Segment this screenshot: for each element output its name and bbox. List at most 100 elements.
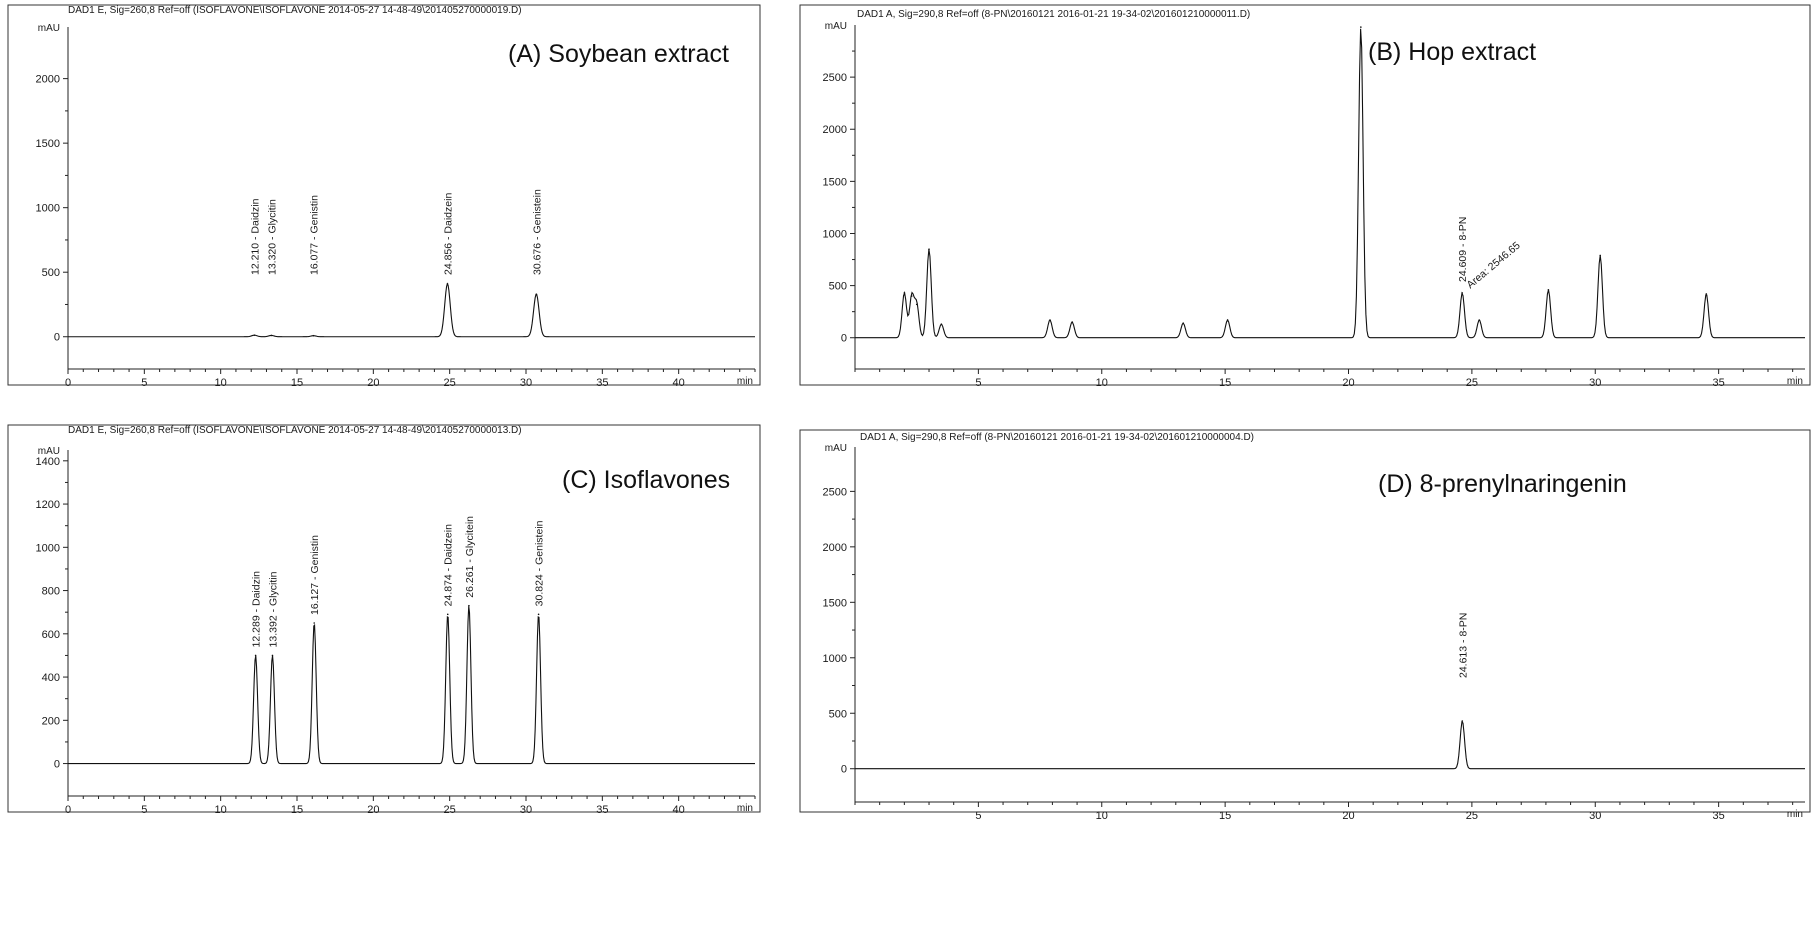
peak-apex [446, 283, 449, 285]
x-tick-label: 5 [141, 804, 147, 816]
x-tick-label: 15 [291, 377, 303, 389]
chart-header: DAD1 A, Sig=290,8 Ref=off (8-PN\20160121… [857, 9, 1251, 20]
y-axis-label: mAU [825, 443, 847, 454]
y-tick-label: 2000 [823, 124, 847, 136]
peak-apex [903, 292, 906, 294]
peak-label: 24.609 - 8-PN [1457, 217, 1469, 282]
y-tick-label: 2500 [823, 72, 847, 84]
x-tick-label: 20 [1342, 377, 1354, 389]
y-axis-label: mAU [38, 446, 60, 457]
y-tick-label: 1200 [36, 499, 60, 511]
x-tick-label: 10 [215, 804, 227, 816]
chart-panel-isoflavones: DAD1 E, Sig=260,8 Ref=off (ISOFLAVONE\IS… [0, 420, 770, 840]
x-tick-label: 35 [1713, 810, 1725, 822]
x-axis-label: min [737, 376, 753, 387]
y-tick-label: 500 [829, 708, 847, 720]
y-tick-label: 1000 [36, 542, 60, 554]
peak-apex [270, 334, 273, 337]
y-tick-label: 1500 [823, 597, 847, 609]
x-tick-label: 35 [1713, 377, 1725, 389]
y-axis-label: mAU [825, 21, 847, 32]
chromatogram-trace [855, 28, 1805, 339]
peak-label: 13.392 - Glycitin [267, 571, 279, 647]
peak-apex [312, 334, 315, 337]
peak-apex [1461, 720, 1464, 722]
peak-label: 24.856 - Daidzein [442, 193, 454, 275]
chart-header: DAD1 A, Sig=290,8 Ref=off (8-PN\20160121… [860, 432, 1254, 443]
x-tick-label: 15 [291, 804, 303, 816]
chart-title: (B) Hop extract [1368, 38, 1537, 66]
peak-label: 24.874 - Daidzein [443, 524, 455, 606]
chart-title: (C) Isoflavones [562, 466, 731, 494]
peak-label: 16.127 - Genistin [309, 535, 321, 615]
peak-label: 30.824 - Genistein [534, 520, 546, 606]
x-tick-label: 5 [975, 810, 981, 822]
peak-area-annotation: Area: 2546.65 [1464, 240, 1522, 292]
x-tick-label: 20 [367, 377, 379, 389]
peak-apex [537, 613, 540, 616]
peak-apex [1071, 321, 1073, 323]
x-tick-label: 40 [673, 377, 685, 389]
chart-frame [7, 424, 761, 813]
y-axis-label: mAU [38, 23, 60, 34]
y-tick-label: 1400 [36, 456, 60, 468]
chromatogram-trace [68, 606, 755, 765]
x-tick-label: 20 [1342, 810, 1354, 822]
peak-label: 13.320 - Glycitin [266, 199, 278, 275]
peak-apex [1182, 322, 1184, 324]
chart-frame [799, 4, 1811, 386]
y-tick-label: 500 [829, 281, 847, 293]
peak-apex [928, 248, 930, 250]
y-tick-label: 0 [841, 333, 847, 345]
x-tick-label: 30 [520, 804, 532, 816]
x-tick-label: 10 [1096, 810, 1108, 822]
y-tick-label: 500 [42, 267, 60, 279]
chart-frame [799, 429, 1811, 813]
chart-title: (D) 8-prenylnaringenin [1378, 470, 1627, 498]
y-tick-label: 2000 [36, 74, 60, 86]
peak-apex [446, 613, 449, 616]
x-tick-label: 30 [520, 377, 532, 389]
y-tick-label: 1000 [823, 653, 847, 665]
peak-label: 16.077 - Genistin [308, 195, 320, 275]
chart-header: DAD1 E, Sig=260,8 Ref=off (ISOFLAVONE\IS… [68, 5, 522, 16]
peak-apex [535, 293, 538, 295]
chromatogram-8-prenylnaringenin: mAU 0 500 1000 1500 2000 2500 5 10 15 20 25 30 35 min 2… [799, 429, 1811, 822]
chromatogram-soybean: mAU 0 500 1000 1500 2000 0 5 10 15 20 25 30 35 40 min 12… [7, 4, 761, 389]
peak-apex [1599, 254, 1601, 257]
peak-apex [1461, 292, 1464, 294]
peak-apex [910, 295, 913, 297]
chart-frame [7, 4, 761, 386]
y-tick-label: 0 [54, 759, 60, 771]
x-tick-label: 0 [65, 804, 71, 816]
y-tick-label: 1000 [36, 203, 60, 215]
peak-apex [1360, 26, 1362, 28]
x-tick-label: 10 [1096, 377, 1108, 389]
peak-label: 12.210 - Daidzin [249, 198, 261, 275]
y-tick-label: 800 [42, 586, 60, 598]
x-tick-label: 25 [1466, 377, 1478, 389]
chart-panel-soybean: DAD1 E, Sig=260,8 Ref=off (ISOFLAVONE\IS… [0, 0, 770, 390]
x-tick-label: 10 [215, 377, 227, 389]
x-tick-label: 25 [1466, 810, 1478, 822]
x-tick-label: 40 [673, 804, 685, 816]
x-tick-label: 15 [1219, 810, 1231, 822]
chromatogram-isoflavones: mAU 0 200 400 600 800 1000 1200 1400 0 5 10 15 20 25 30… [7, 424, 761, 816]
peak-apex [1705, 293, 1708, 295]
x-tick-label: 15 [1219, 377, 1231, 389]
x-tick-label: 25 [444, 804, 456, 816]
peak-apex [271, 654, 274, 657]
x-tick-label: 20 [367, 804, 379, 816]
chart-panel-8-prenylnaringenin: DAD1 A, Sig=290,8 Ref=off (8-PN\20160121… [795, 420, 1820, 840]
x-tick-label: 35 [596, 804, 608, 816]
peak-label: 30.676 - Genistein [531, 189, 543, 275]
chromatogram-hop: mAU 0 500 1000 1500 2000 2500 5 10 15 20 25 30 35 min 2… [799, 4, 1811, 389]
chart-title: (A) Soybean extract [508, 40, 729, 68]
y-tick-label: 1500 [36, 138, 60, 150]
x-axis-label: min [1787, 376, 1803, 387]
y-tick-label: 400 [42, 672, 60, 684]
y-tick-label: 0 [54, 332, 60, 344]
peak-apex [1226, 319, 1229, 321]
x-tick-label: 5 [141, 377, 147, 389]
peak-label: 12.289 - Daidzin [251, 571, 263, 648]
